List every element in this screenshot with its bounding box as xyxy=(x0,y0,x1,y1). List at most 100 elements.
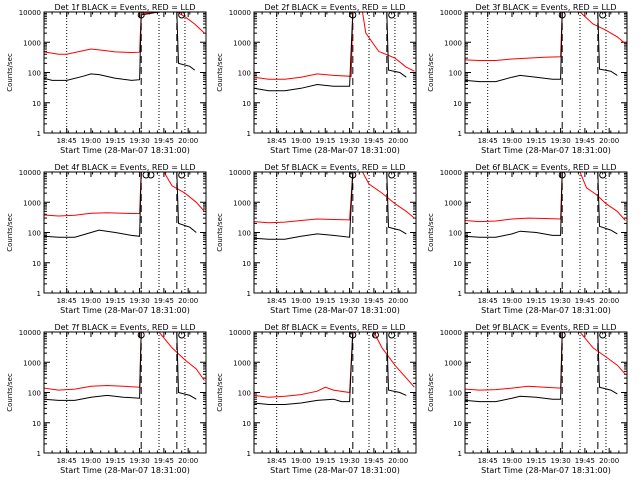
x-tick-label: 20:00 xyxy=(178,457,198,465)
lld-series xyxy=(44,12,205,55)
lld-series xyxy=(254,12,415,80)
x-tick-label: 19:45 xyxy=(575,457,595,465)
x-tick-label: 19:30 xyxy=(129,457,149,465)
plot-area xyxy=(465,172,626,293)
y-tick-label: 1 xyxy=(247,450,251,458)
x-tick-label: 20:00 xyxy=(388,457,408,465)
plot-area xyxy=(465,12,626,133)
y-tick-label: 10000 xyxy=(229,9,251,17)
x-tick-label: 19:00 xyxy=(81,297,101,305)
y-tick-label: 1000 xyxy=(23,359,41,367)
x-tick-label: 19:30 xyxy=(339,297,359,305)
y-tick-label: 10 xyxy=(242,260,251,268)
x-tick-label: 19:30 xyxy=(339,457,359,465)
panel-title: Det 4f BLACK = Events, RED = LLD xyxy=(54,163,195,172)
plot-frame xyxy=(253,331,417,454)
x-tick-label: 18:45 xyxy=(267,297,287,305)
x-tick-label: 19:30 xyxy=(550,297,570,305)
y-tick-label: 1000 xyxy=(444,199,462,207)
x-tick-label: 20:00 xyxy=(599,457,619,465)
top-marker xyxy=(349,332,357,339)
panel-title: Det 6f BLACK = Events, RED = LLD xyxy=(475,163,616,172)
y-tick-label: 1000 xyxy=(233,199,251,207)
x-tick-label: 20:00 xyxy=(599,137,619,145)
y-tick-label: 10000 xyxy=(440,169,462,177)
y-tick-label: 10 xyxy=(32,100,41,108)
y-tick-label: 1000 xyxy=(23,39,41,47)
x-tick-label: 19:45 xyxy=(575,297,595,305)
top-marker xyxy=(558,172,566,179)
x-tick-label: 20:00 xyxy=(178,297,198,305)
x-axis-label: Start Time (28-Mar-07 18:31:00) xyxy=(481,466,611,475)
x-tick-label: 19:15 xyxy=(315,137,335,145)
lld-series xyxy=(254,332,415,398)
x-tick-label: 20:00 xyxy=(599,297,619,305)
top-marker xyxy=(349,172,357,179)
x-tick-label: 19:00 xyxy=(291,297,311,305)
lld-series xyxy=(44,332,205,391)
top-marker xyxy=(558,12,566,19)
events-series xyxy=(465,172,618,238)
y-tick-label: 1 xyxy=(37,450,41,458)
x-axis-label: Start Time (28-Mar-07 18:31:00) xyxy=(60,146,190,155)
y-tick-label: 10000 xyxy=(229,169,251,177)
y-tick-label: 1 xyxy=(458,450,462,458)
x-tick-label: 19:45 xyxy=(364,297,384,305)
y-tick-label: 1 xyxy=(37,130,41,138)
y-axis-label: Counts/sec xyxy=(6,373,14,412)
x-tick-label: 18:45 xyxy=(478,137,498,145)
y-tick-label: 100 xyxy=(238,230,251,238)
x-tick-label: 19:15 xyxy=(105,137,125,145)
x-tick-label: 18:45 xyxy=(57,457,77,465)
y-axis-label: Counts/sec xyxy=(427,53,435,92)
top-marker xyxy=(178,332,186,339)
top-marker xyxy=(372,332,379,339)
panel-title: Det 8f BLACK = Events, RED = LLD xyxy=(264,323,405,332)
plot-area xyxy=(44,12,205,133)
y-tick-label: 10 xyxy=(453,260,462,268)
panel-7: Det 7f BLACK = Events, RED = LLD Counts/s… xyxy=(6,323,207,475)
y-tick-label: 1 xyxy=(37,290,41,298)
panel-6: Det 6f BLACK = Events, RED = LLD Counts/s… xyxy=(427,163,628,315)
x-tick-label: 19:00 xyxy=(502,457,522,465)
lld-series xyxy=(465,172,626,223)
y-tick-label: 10000 xyxy=(440,329,462,337)
x-tick-label: 19:30 xyxy=(129,297,149,305)
x-tick-label: 19:45 xyxy=(364,137,384,145)
x-tick-label: 19:15 xyxy=(315,457,335,465)
x-axis-label: Start Time (28-Mar-07 18:31:00) xyxy=(270,146,400,155)
y-tick-label: 10 xyxy=(32,420,41,428)
top-marker xyxy=(137,12,145,19)
top-marker xyxy=(599,332,607,339)
plot-frame xyxy=(43,171,207,294)
x-tick-label: 19:00 xyxy=(502,297,522,305)
x-tick-label: 19:45 xyxy=(154,297,174,305)
x-tick-label: 18:45 xyxy=(267,137,287,145)
x-tick-label: 20:00 xyxy=(388,137,408,145)
plot-frame xyxy=(43,331,207,454)
y-tick-label: 100 xyxy=(449,230,462,238)
panel-title: Det 1f BLACK = Events, RED = LLD xyxy=(54,3,195,12)
y-axis-label: Counts/sec xyxy=(216,213,224,252)
y-tick-label: 1000 xyxy=(444,359,462,367)
y-tick-label: 100 xyxy=(28,70,41,78)
y-tick-label: 1 xyxy=(247,290,251,298)
x-tick-label: 19:45 xyxy=(154,457,174,465)
y-tick-label: 1 xyxy=(247,130,251,138)
y-tick-label: 1000 xyxy=(444,39,462,47)
lld-series xyxy=(465,12,626,61)
panel-1: Det 1f BLACK = Events, RED = LLD Counts/s… xyxy=(6,3,207,155)
events-series xyxy=(44,12,196,81)
lld-series xyxy=(465,332,626,391)
y-tick-label: 1000 xyxy=(233,39,251,47)
plot-area xyxy=(465,332,626,453)
x-tick-label: 19:15 xyxy=(526,457,546,465)
x-axis-label: Start Time (28-Mar-07 18:31:00) xyxy=(481,306,611,315)
plot-area xyxy=(254,332,415,453)
events-series xyxy=(465,332,618,403)
plot-area xyxy=(44,332,205,453)
y-tick-label: 10000 xyxy=(229,329,251,337)
x-tick-label: 19:00 xyxy=(291,457,311,465)
x-tick-label: 19:00 xyxy=(81,137,101,145)
